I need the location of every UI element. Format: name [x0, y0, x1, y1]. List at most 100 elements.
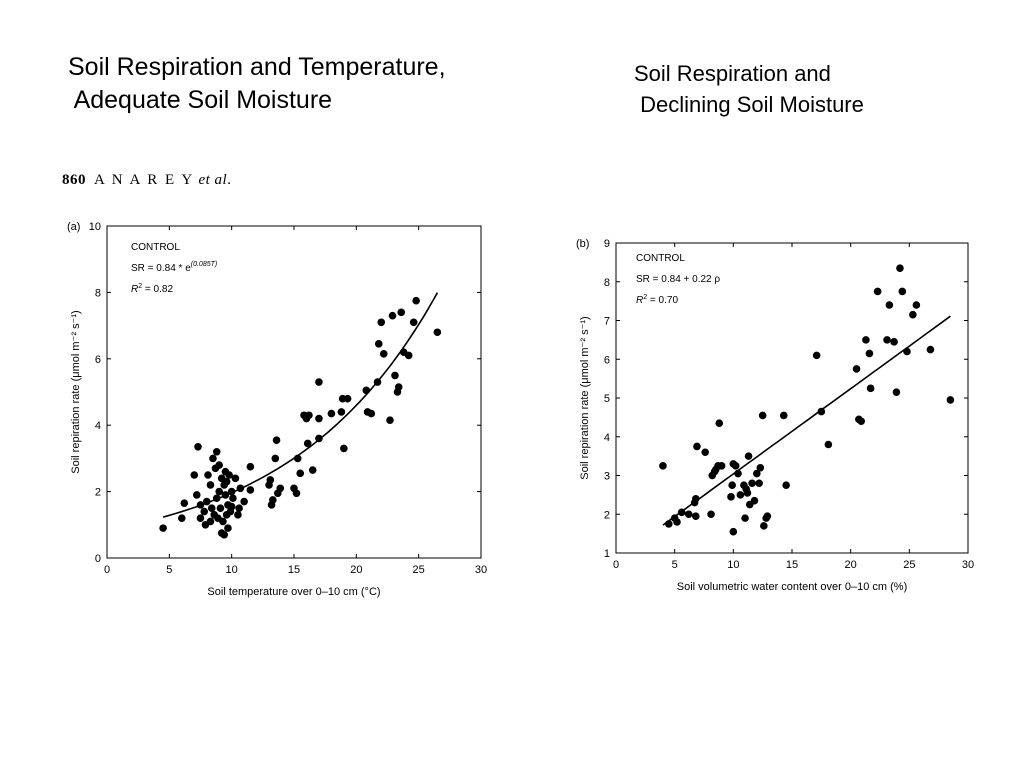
- data-point-86: [404, 351, 413, 360]
- annotation-r2: R2 = 0.82: [131, 283, 173, 295]
- data-point-43: [817, 407, 826, 416]
- data-point-57: [898, 287, 907, 296]
- data-point-52: [272, 436, 281, 444]
- data-point-7: [691, 494, 700, 503]
- data-point-13: [206, 481, 215, 489]
- data-point-64: [315, 414, 323, 423]
- paper-etal: et al: [198, 172, 228, 188]
- data-point-20: [214, 514, 222, 522]
- data-point-54: [276, 484, 285, 493]
- page-number: 860: [62, 172, 86, 188]
- data-point-59: [300, 411, 308, 420]
- data-point-20: [729, 460, 738, 468]
- y-tick-label-3: 4: [604, 432, 610, 444]
- data-point-11: [707, 510, 715, 519]
- data-point-25: [740, 481, 748, 489]
- data-point-59: [909, 310, 917, 319]
- data-point-37: [760, 522, 768, 530]
- data-point-70: [340, 444, 348, 453]
- data-point-9: [201, 521, 210, 529]
- data-point-38: [762, 514, 770, 522]
- x-tick-label-3: 15: [288, 564, 300, 576]
- y-tick-label-2: 4: [95, 420, 101, 432]
- data-point-34: [224, 524, 232, 532]
- data-point-42: [812, 351, 821, 360]
- data-point-0: [659, 462, 667, 470]
- y-tick-label-1: 2: [604, 509, 610, 521]
- y-tick-label-0: 1: [604, 548, 610, 560]
- data-point-40: [779, 411, 788, 420]
- y-tick-label-4: 8: [95, 287, 101, 299]
- data-point-56: [896, 264, 904, 272]
- data-point-15: [714, 462, 722, 470]
- data-point-4: [192, 491, 201, 499]
- data-point-22: [731, 462, 740, 470]
- data-point-52: [883, 336, 891, 344]
- data-point-30: [221, 467, 230, 476]
- data-point-2: [180, 499, 189, 508]
- data-point-83: [394, 383, 403, 391]
- data-point-60: [302, 414, 311, 423]
- data-point-13: [710, 467, 719, 476]
- data-point-77: [377, 318, 386, 327]
- panel-label: (b): [576, 238, 589, 250]
- data-point-27: [220, 530, 228, 539]
- data-point-29: [744, 452, 753, 460]
- data-point-82: [393, 388, 402, 396]
- data-point-24: [736, 491, 745, 499]
- data-point-60: [912, 301, 921, 309]
- data-point-10: [701, 448, 709, 457]
- data-point-51: [271, 454, 280, 463]
- title-left-line-1: Soil Respiration and Temperature,: [68, 53, 446, 81]
- x-tick-label-6: 30: [475, 564, 487, 576]
- panel-label: (a): [67, 221, 80, 233]
- data-point-12: [708, 471, 717, 480]
- data-point-84: [397, 308, 406, 317]
- data-point-26: [741, 514, 749, 522]
- data-point-69: [338, 394, 347, 403]
- data-point-49: [267, 501, 276, 509]
- title-left-line-2: Adequate Soil Moisture: [68, 86, 333, 114]
- data-point-5: [684, 510, 693, 519]
- data-point-48: [862, 336, 870, 344]
- data-point-11: [204, 471, 212, 479]
- data-point-34: [755, 479, 763, 488]
- y-axis-label: Soil repiration rate (μmol m⁻² s⁻¹): [579, 316, 591, 479]
- data-point-43: [236, 484, 245, 493]
- data-point-4: [677, 508, 686, 517]
- data-point-49: [865, 349, 874, 358]
- data-point-53: [885, 301, 894, 309]
- data-point-8: [200, 507, 209, 516]
- data-point-78: [379, 350, 388, 358]
- data-point-15: [209, 454, 217, 463]
- data-point-0: [159, 524, 167, 532]
- data-point-42: [235, 504, 243, 512]
- data-point-85: [399, 348, 408, 356]
- x-axis-label: Soil temperature over 0–10 cm (°C): [207, 586, 380, 598]
- data-point-44: [240, 497, 248, 506]
- x-tick-label-1: 5: [672, 559, 678, 571]
- data-point-35: [225, 471, 233, 479]
- x-tick-label-3: 15: [786, 559, 798, 571]
- x-tick-label-1: 5: [166, 564, 172, 576]
- data-point-3: [190, 471, 199, 479]
- annotation-label: CONTROL: [636, 253, 685, 264]
- data-point-35: [756, 463, 765, 472]
- x-axis-label: Soil volumetric water content over 0–10 …: [677, 581, 907, 593]
- data-point-14: [711, 465, 720, 474]
- data-point-37: [227, 487, 236, 496]
- data-point-53: [273, 489, 282, 498]
- data-point-36: [758, 411, 767, 420]
- data-point-6: [690, 498, 699, 507]
- data-point-68: [337, 408, 346, 416]
- data-point-55: [892, 388, 901, 396]
- y-tick-label-5: 10: [89, 221, 101, 233]
- data-point-28: [220, 481, 228, 489]
- data-point-18: [212, 447, 221, 456]
- data-point-71: [343, 394, 352, 403]
- annotation-equation: SR = 0.84 + 0.22 ρ: [636, 274, 720, 285]
- data-point-44: [824, 440, 833, 449]
- data-point-47: [265, 481, 273, 489]
- slide-title-left: Soil Respiration and Temperature, Adequa…: [68, 51, 446, 117]
- data-point-41: [782, 481, 790, 489]
